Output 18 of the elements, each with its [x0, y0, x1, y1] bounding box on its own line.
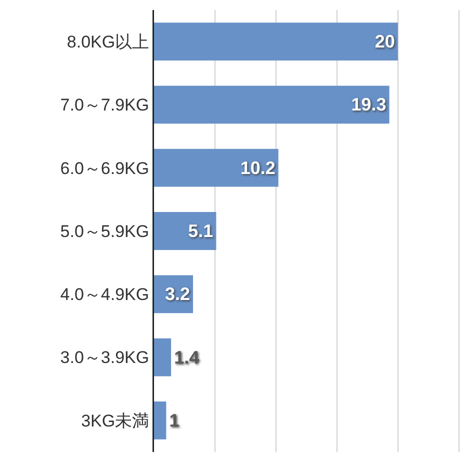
data-label: 5.1	[188, 221, 214, 241]
data-label: 3.2	[164, 284, 190, 304]
y-tick-label: 3.0～3.9KG	[60, 348, 150, 368]
data-label: 1	[169, 410, 180, 430]
bar	[154, 22, 398, 61]
y-tick-label: 5.0～5.9KG	[60, 222, 150, 241]
bar	[154, 401, 166, 440]
bar	[154, 338, 172, 376]
data-label: 20	[374, 32, 395, 52]
data-label: 1.4	[174, 347, 200, 368]
data-label: 10.2	[240, 158, 276, 178]
y-tick-label: 3KG未満	[81, 411, 150, 430]
data-label: 19.3	[351, 94, 386, 115]
y-tick-label: 6.0～6.9KG	[60, 158, 150, 178]
y-tick-label: 7.0～7.9KG	[60, 96, 150, 115]
y-tick-label: 4.0～4.9KG	[60, 285, 150, 304]
y-tick-label: 8.0KG以上	[66, 32, 150, 52]
bar	[154, 86, 390, 124]
